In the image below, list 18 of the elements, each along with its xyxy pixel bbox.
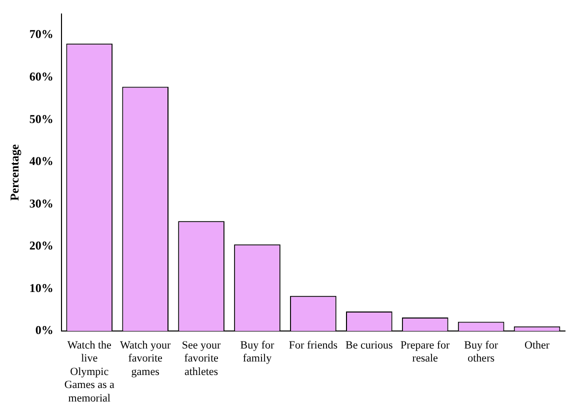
x-tick-label: See your favorite athletes [182,339,222,378]
x-tick-label: Be curious [345,339,393,352]
x-tick-label: Buy for others [464,339,498,365]
x-tick-label: Watch the live Olympic Games as a memorial [64,339,115,404]
x-tick-label: For friends [288,339,338,352]
y-tick-label: 10% [29,280,54,295]
y-tick-label: 0% [35,323,54,338]
y-tick-label: 40% [29,154,54,168]
y-tick-label: 30% [29,196,54,210]
x-tick-label: Other [524,339,550,352]
x-tick-label: Buy for family [240,339,275,365]
y-tick-label: 70% [29,27,54,42]
x-tick-label: Watch your favorite games [120,339,172,378]
y-tick-label: 20% [29,238,54,253]
x-tick-label: Prepare for resale [400,339,450,365]
y-axis-title: Percentage [7,144,22,201]
y-tick-label: 60% [29,69,54,84]
y-tick-label: 50% [29,112,54,126]
